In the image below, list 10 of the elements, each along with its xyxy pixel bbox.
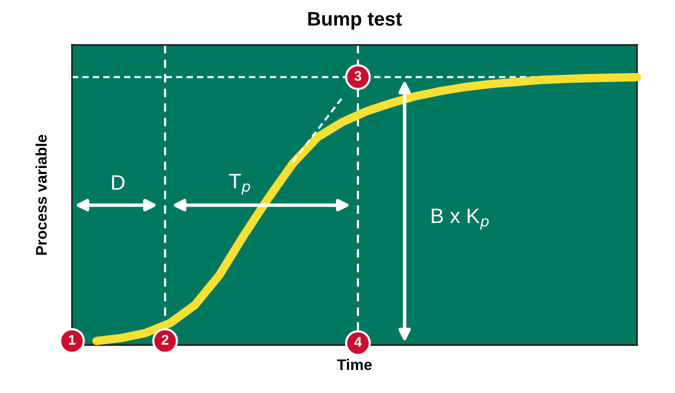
x-axis-title: Time	[336, 358, 372, 370]
annotation: 3	[354, 71, 362, 81]
annotation: T$_{p}$	[229, 174, 250, 195]
annotation: B x K$_{p}$	[432, 208, 489, 230]
chart-title: Bump test	[308, 12, 402, 30]
annotation: 4	[354, 337, 362, 347]
annotation: 2	[162, 334, 168, 345]
annotation: D	[112, 175, 124, 190]
annotation: 1	[69, 335, 76, 345]
y-axis-title: Process variable	[36, 134, 47, 255]
